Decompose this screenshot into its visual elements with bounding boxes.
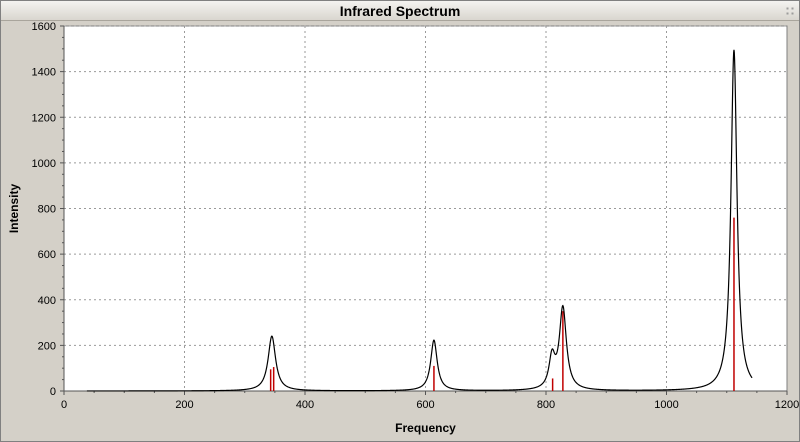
y-axis-label: Intensity (7, 184, 21, 234)
y-tick-label: 400 (38, 295, 56, 307)
y-tick-label: 0 (50, 386, 56, 398)
y-tick-label: 1200 (32, 112, 56, 124)
x-tick-label: 200 (175, 399, 193, 411)
grid-lines-group (64, 25, 787, 391)
x-axis-label: Frequency (395, 421, 456, 435)
x-tick-label: 800 (537, 399, 555, 411)
y-tick-label: 1400 (32, 67, 56, 79)
y-tick-label: 200 (38, 340, 56, 352)
spectrum-chart: 0 200 400 600 800 1000 1200 0 200 400 600 800 1000 12… (7, 21, 799, 435)
chart-title: Infrared Spectrum (339, 2, 461, 19)
y-tick-label: 800 (38, 204, 56, 216)
axis-labels-group: 0 200 400 600 800 1000 1200 0 200 400 600 800 1000 12… (7, 21, 799, 435)
x-tick-label: 1200 (775, 399, 799, 411)
spectrum-line-group (86, 49, 753, 392)
resize-grip-icon[interactable] (785, 6, 795, 16)
y-tick-label: 1000 (32, 158, 56, 170)
chart-title-bar: Infrared Spectrum (1, 1, 799, 21)
chart-area: 0 200 400 600 800 1000 1200 0 200 400 600 800 1000 12… (1, 21, 799, 441)
x-tick-label: 400 (296, 399, 314, 411)
x-tick-label: 0 (61, 399, 67, 411)
x-tick-label: 1000 (654, 399, 678, 411)
y-tick-label: 1600 (32, 21, 56, 33)
spectrum-sticks-group (269, 217, 735, 391)
x-tick-label: 600 (416, 399, 434, 411)
spectrum-line (86, 49, 753, 392)
y-tick-label: 600 (38, 249, 56, 261)
